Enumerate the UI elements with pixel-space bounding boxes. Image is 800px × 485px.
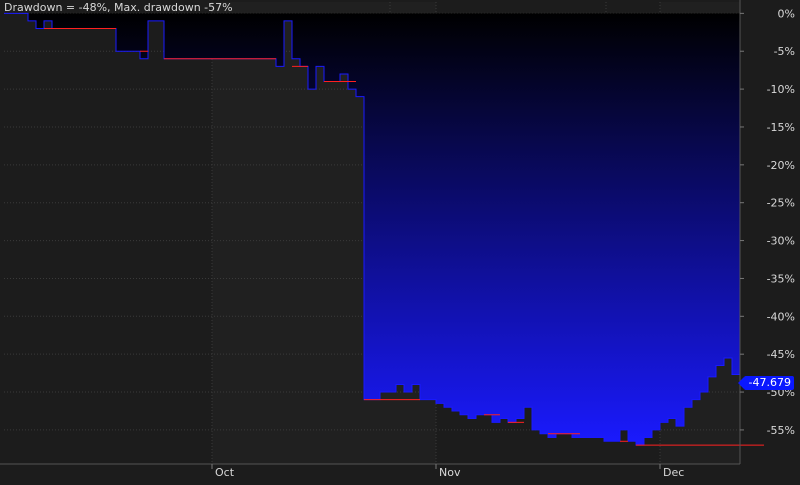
y-tick-label: -30%: [767, 235, 795, 248]
x-tick-label: Dec: [663, 466, 684, 479]
y-tick-label: -15%: [767, 121, 795, 134]
drawdown-fill: [4, 13, 740, 446]
y-tick-label: -10%: [767, 83, 795, 96]
y-tick-label: -5%: [774, 45, 795, 58]
y-tick-label: -40%: [767, 310, 795, 323]
current-value-badge: -47.679: [738, 376, 794, 390]
y-tick-label: -20%: [767, 159, 795, 172]
x-tick-label: Oct: [215, 466, 235, 479]
y-tick-label: -35%: [767, 272, 795, 285]
y-tick-label: -45%: [767, 348, 795, 361]
drawdown-area: [4, 12, 740, 446]
max-drawdown-markers: [44, 28, 764, 446]
x-tick-label: Nov: [439, 466, 461, 479]
y-tick-label: -25%: [767, 197, 795, 210]
chart-title: Drawdown = -48%, Max. drawdown -57%: [4, 1, 233, 14]
y-tick-label: -55%: [767, 424, 795, 437]
y-tick-label: 0%: [778, 7, 795, 20]
